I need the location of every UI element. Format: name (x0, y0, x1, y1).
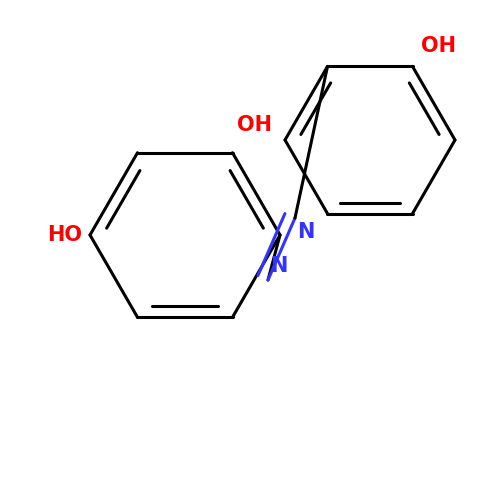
Text: N: N (270, 256, 287, 276)
Text: OH: OH (420, 36, 456, 56)
Text: HO: HO (47, 225, 82, 245)
Text: OH: OH (238, 114, 272, 134)
Text: N: N (297, 222, 314, 242)
